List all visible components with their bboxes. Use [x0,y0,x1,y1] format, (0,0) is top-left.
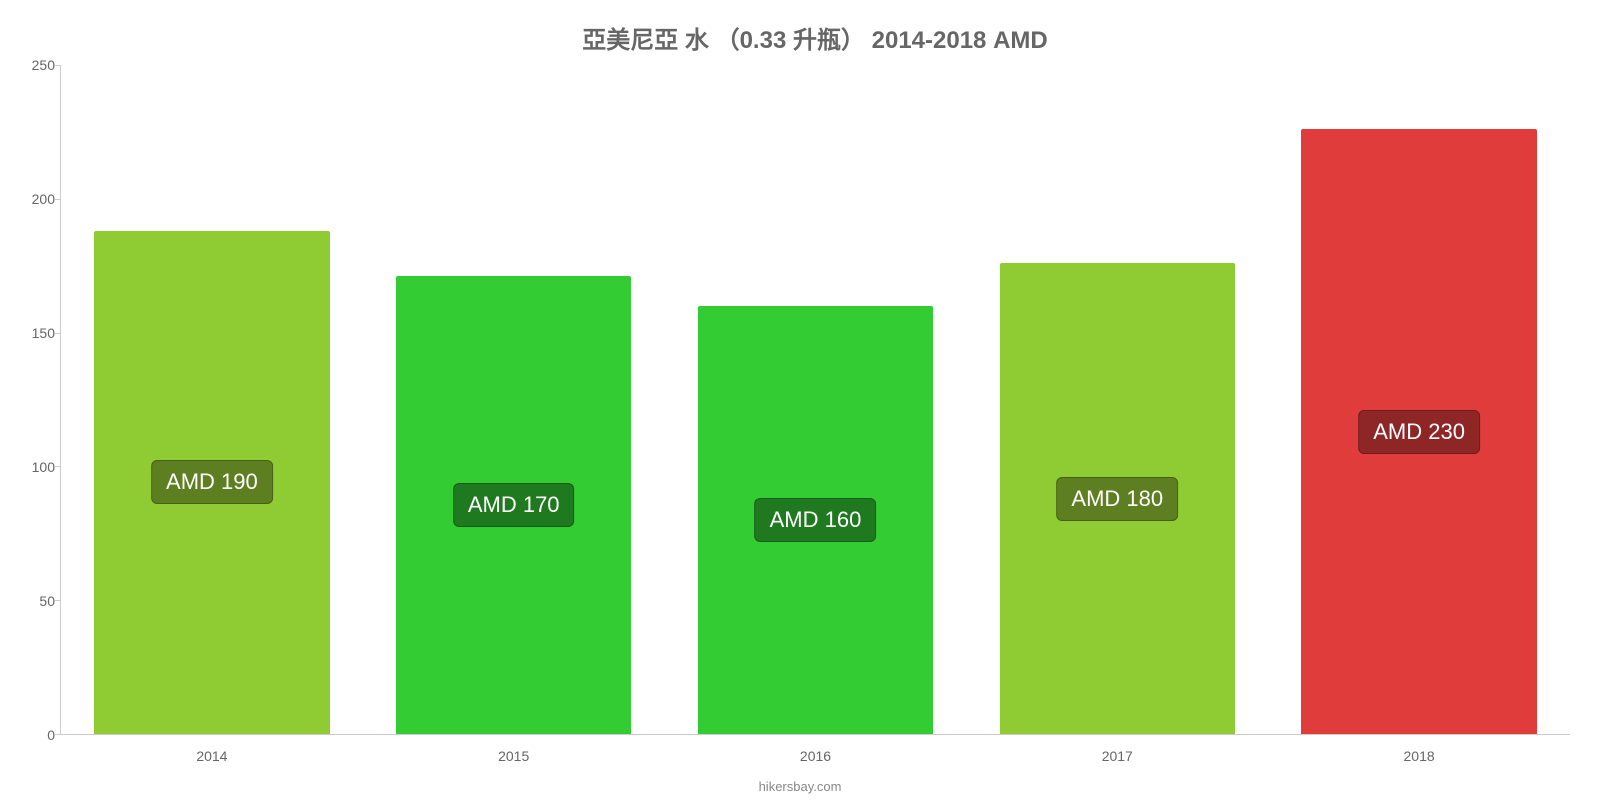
bar-slot: AMD 190 [61,65,363,734]
bar-chart: 亞美尼亞 水 （0.33 升瓶） 2014-2018 AMD 0 50 100 150… [0,0,1600,800]
bar-value-label: AMD 190 [151,460,273,504]
bar-slot: AMD 170 [363,65,665,734]
bar-slot: AMD 160 [665,65,967,734]
y-axis-labels: 050100150200250 [10,65,55,735]
plot-area: 050100150200250 AMD 190AMD 170AMD 160AMD… [60,65,1570,735]
bar-value-label: AMD 180 [1056,477,1178,521]
x-tick-label: 2015 [363,748,665,764]
bar: AMD 190 [94,231,329,734]
y-tick-mark [55,734,61,735]
bar-value-label: AMD 160 [755,498,877,542]
y-tick-label: 0 [10,727,55,743]
y-tick-label: 250 [10,57,55,73]
x-tick-label: 2017 [966,748,1268,764]
bar-value-label: AMD 230 [1358,410,1480,454]
y-tick-label: 200 [10,191,55,207]
x-axis-labels: 20142015201620172018 [61,748,1570,764]
x-tick-label: 2014 [61,748,363,764]
chart-title: 亞美尼亞 水 （0.33 升瓶） 2014-2018 AMD [60,20,1570,55]
x-tick-label: 2018 [1268,748,1570,764]
x-tick-label: 2016 [665,748,967,764]
y-tick-label: 150 [10,325,55,341]
bars-container: AMD 190 AMD 170 AMD 160 AMD 180 AMD 230 [61,65,1570,734]
footer-attribution: hikersbay.com [0,779,1600,794]
bar-slot: AMD 230 [1268,65,1570,734]
plot: AMD 190AMD 170AMD 160AMD 180AMD 230 2014… [60,65,1570,735]
y-tick-label: 50 [10,593,55,609]
y-tick-label: 100 [10,459,55,475]
bar-slot: AMD 180 [966,65,1268,734]
bar: AMD 180 [1000,263,1235,734]
bar: AMD 230 [1301,129,1536,734]
bar-value-label: AMD 170 [453,483,575,527]
bar: AMD 160 [698,306,933,734]
bar: AMD 170 [396,276,631,734]
